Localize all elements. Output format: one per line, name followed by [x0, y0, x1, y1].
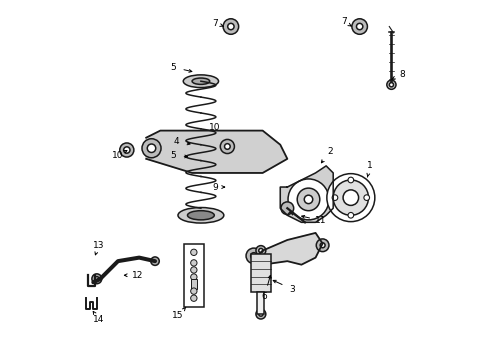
Circle shape: [220, 139, 234, 153]
Ellipse shape: [192, 78, 210, 84]
Circle shape: [357, 23, 363, 30]
Circle shape: [316, 239, 329, 252]
Polygon shape: [146, 131, 287, 173]
Circle shape: [348, 177, 354, 183]
Text: 6: 6: [262, 292, 267, 301]
Text: 14: 14: [93, 315, 104, 324]
Text: 15: 15: [172, 311, 184, 320]
Text: 2: 2: [327, 147, 333, 156]
Text: 5: 5: [170, 151, 175, 160]
Circle shape: [320, 243, 325, 248]
Circle shape: [95, 277, 99, 281]
Text: 12: 12: [132, 271, 143, 280]
Circle shape: [147, 144, 156, 153]
Circle shape: [348, 212, 354, 218]
Circle shape: [191, 274, 197, 280]
Text: 5: 5: [170, 63, 175, 72]
Text: 1: 1: [368, 161, 373, 170]
Circle shape: [191, 288, 197, 294]
Circle shape: [259, 248, 263, 253]
Circle shape: [251, 253, 257, 259]
Circle shape: [288, 179, 329, 220]
Circle shape: [224, 144, 230, 149]
Text: 3: 3: [290, 285, 295, 294]
Circle shape: [327, 174, 375, 222]
Circle shape: [92, 274, 102, 284]
Polygon shape: [280, 166, 333, 222]
Text: 9: 9: [212, 183, 218, 192]
Text: 8: 8: [399, 70, 405, 79]
Circle shape: [151, 257, 159, 265]
Circle shape: [123, 147, 130, 153]
Circle shape: [191, 267, 197, 273]
Circle shape: [256, 246, 266, 256]
Text: 13: 13: [93, 241, 104, 250]
Bar: [184, 243, 203, 307]
Circle shape: [281, 202, 294, 215]
Circle shape: [191, 295, 197, 301]
Circle shape: [352, 19, 368, 34]
Ellipse shape: [183, 75, 219, 87]
Circle shape: [387, 80, 396, 89]
Circle shape: [256, 309, 266, 319]
Circle shape: [191, 249, 197, 256]
Bar: [191, 279, 196, 289]
Circle shape: [333, 180, 368, 215]
Bar: [257, 292, 265, 314]
Text: 10: 10: [112, 151, 124, 160]
Circle shape: [297, 188, 320, 211]
Circle shape: [120, 143, 134, 157]
Ellipse shape: [188, 211, 214, 220]
Circle shape: [343, 190, 359, 206]
Bar: [251, 254, 271, 292]
Circle shape: [364, 195, 369, 201]
Circle shape: [332, 195, 338, 201]
Circle shape: [246, 248, 262, 264]
Text: 7: 7: [212, 18, 218, 27]
Circle shape: [223, 19, 239, 34]
Text: 7: 7: [341, 17, 346, 26]
Circle shape: [142, 139, 161, 158]
Circle shape: [304, 195, 313, 204]
Text: 11: 11: [315, 216, 327, 225]
Text: 4: 4: [173, 137, 179, 146]
Text: 10: 10: [209, 122, 221, 131]
Circle shape: [389, 83, 393, 87]
Circle shape: [191, 260, 197, 266]
Circle shape: [259, 312, 263, 316]
Circle shape: [228, 23, 234, 30]
Ellipse shape: [178, 207, 224, 223]
Polygon shape: [252, 233, 322, 265]
